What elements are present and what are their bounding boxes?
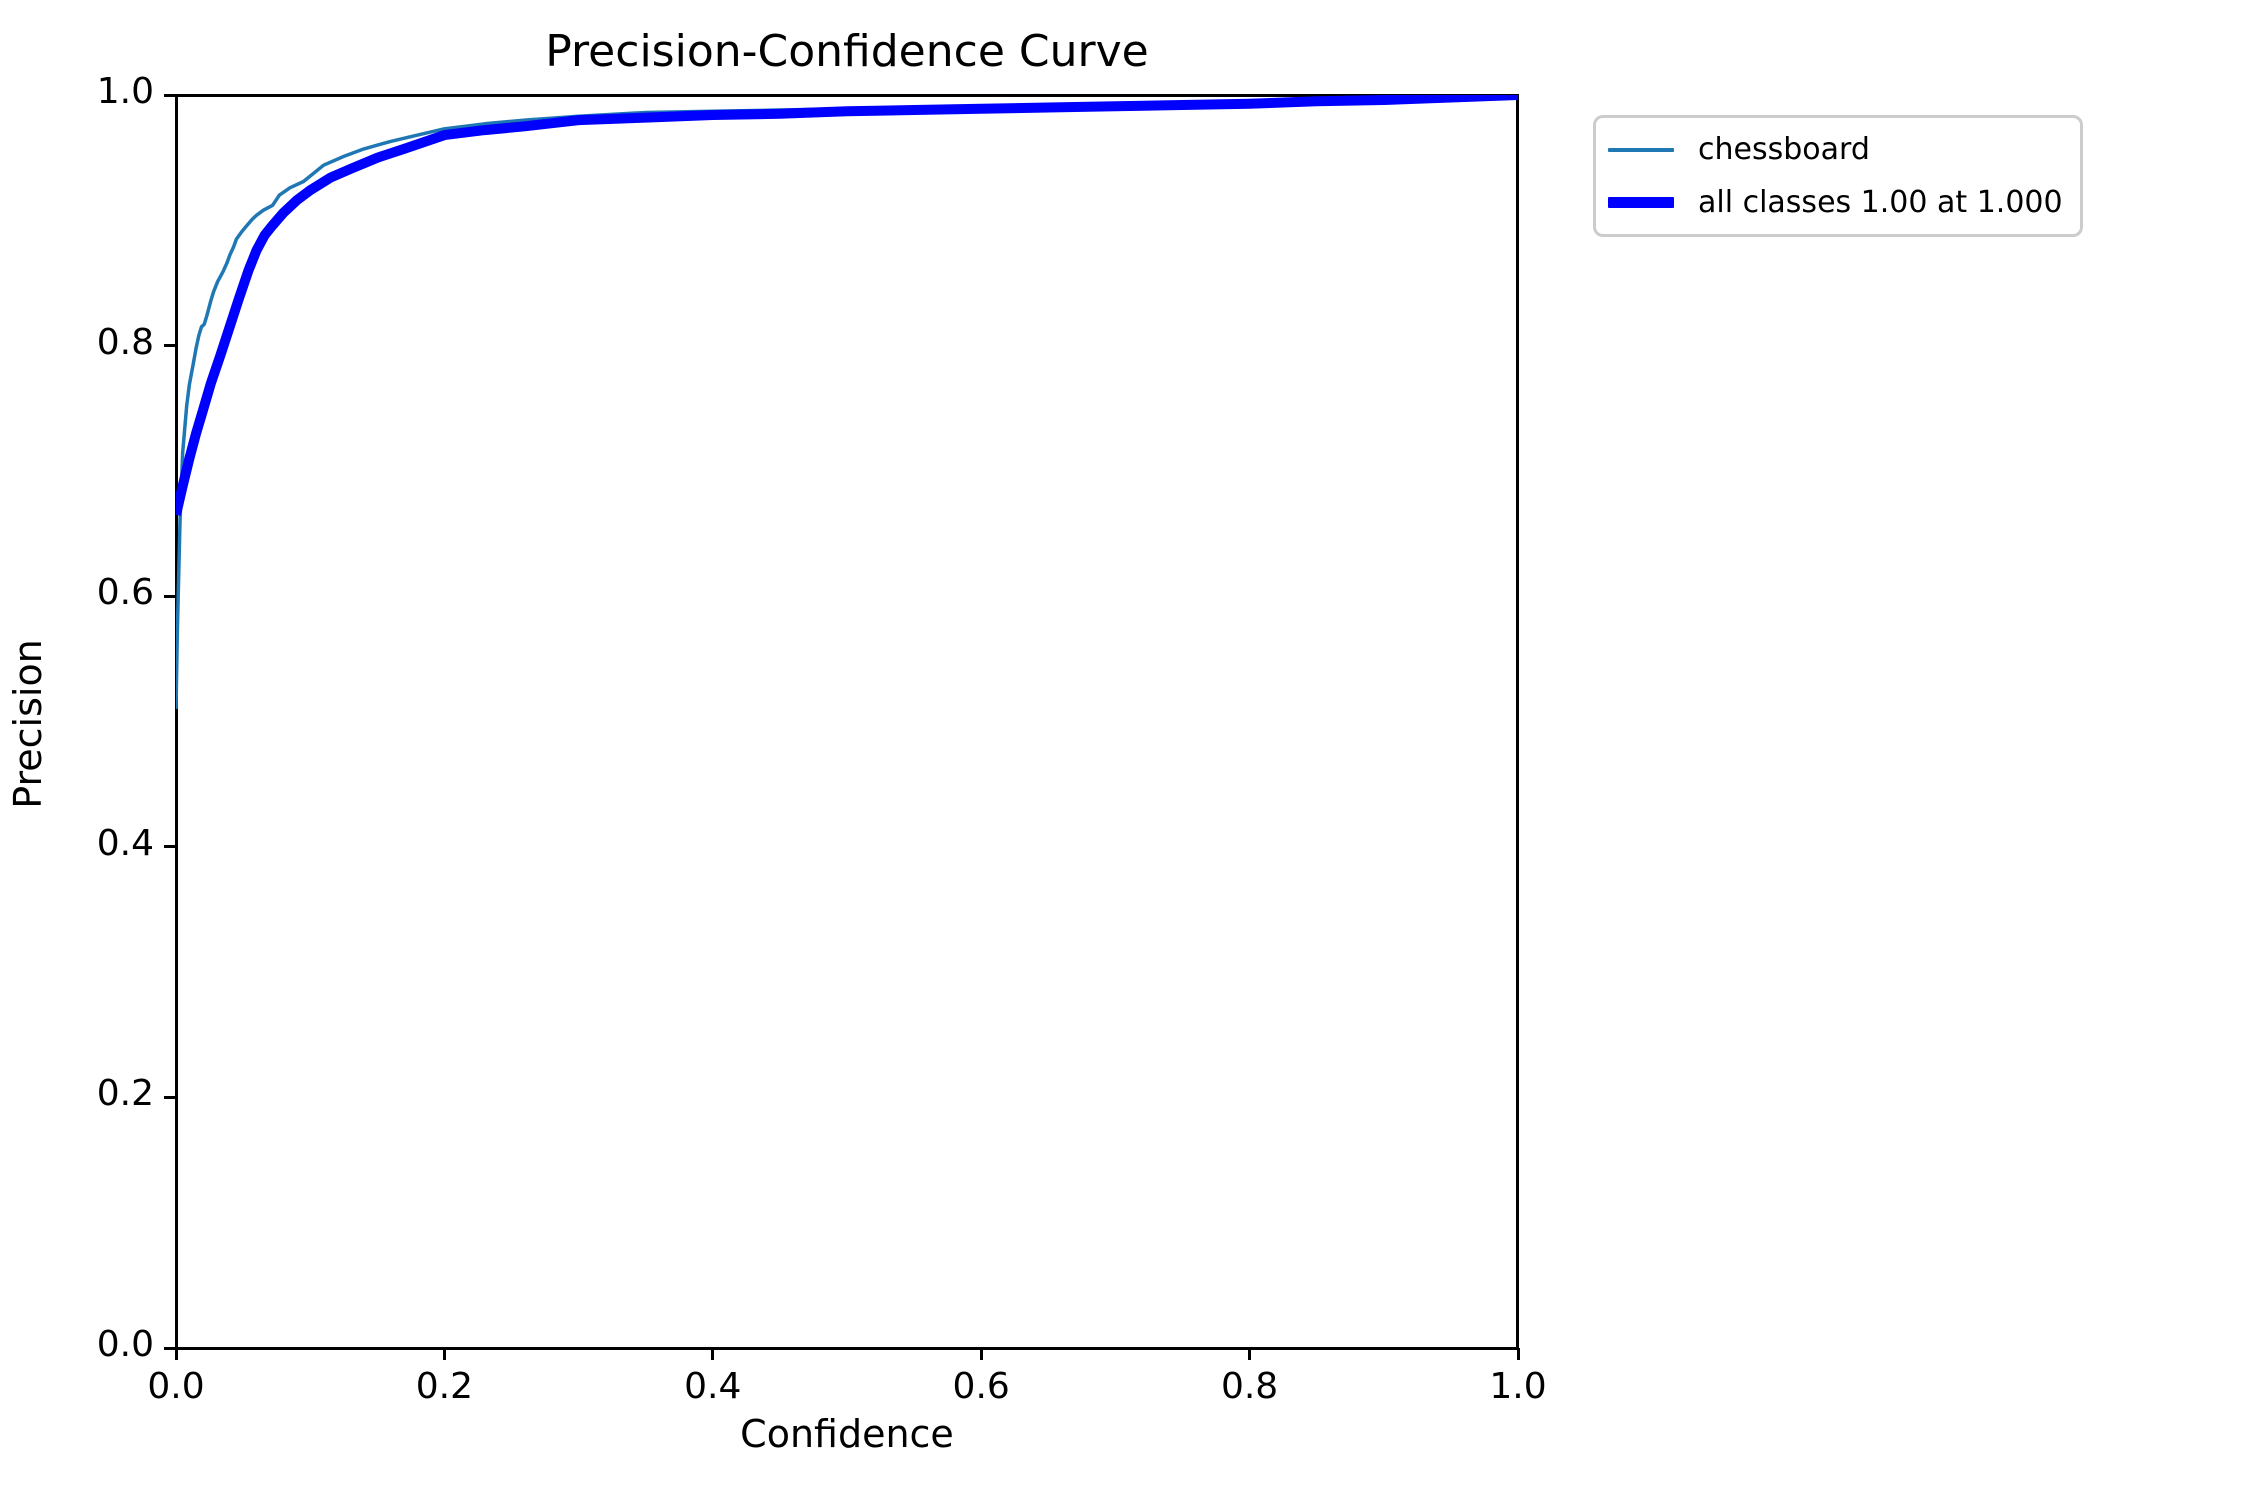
y-tick-label: 1.0 — [96, 71, 154, 112]
x-tick-label: 0.4 — [684, 1366, 742, 1407]
precision-confidence-plot — [176, 95, 1518, 710]
series-line-all-classes-1-00-at-1-000 — [176, 95, 1518, 516]
y-tick-mark — [164, 344, 176, 348]
x-tick-mark — [1248, 1348, 1252, 1360]
y-tick-mark — [164, 1095, 176, 1099]
x-tick-mark — [442, 1348, 446, 1360]
legend-label: chessboard — [1698, 132, 1870, 167]
x-tick-label: 0.0 — [147, 1366, 205, 1407]
x-tick-mark — [174, 1348, 178, 1360]
x-tick-mark — [711, 1348, 715, 1360]
y-tick-label: 0.0 — [96, 1324, 154, 1365]
plot-area — [175, 94, 1519, 1350]
series-line-chessboard — [176, 95, 1518, 710]
y-tick-label: 0.8 — [96, 321, 154, 363]
x-tick-mark — [979, 1348, 983, 1360]
x-tick-label: 0.8 — [1220, 1366, 1279, 1407]
y-tick-label: 0.2 — [96, 1073, 154, 1115]
x-axis-label: Confidence — [740, 1412, 954, 1456]
legend-line-sample-thin — [1608, 147, 1674, 152]
x-tick-label: 0.6 — [952, 1366, 1010, 1407]
y-axis-label: Precision — [6, 639, 50, 809]
y-tick-mark — [164, 93, 176, 97]
y-tick-label: 0.6 — [96, 572, 154, 614]
legend: chessboard all classes 1.00 at 1.000 — [1593, 115, 2083, 237]
chart-title: Precision-Confidence Curve — [545, 26, 1149, 77]
x-tick-mark — [1516, 1348, 1520, 1360]
y-tick-mark — [164, 1346, 176, 1350]
legend-item-chessboard: chessboard — [1608, 123, 2068, 176]
y-tick-mark — [164, 845, 176, 849]
y-tick-mark — [164, 594, 176, 598]
y-tick-label: 0.4 — [96, 822, 154, 864]
x-tick-label: 1.0 — [1489, 1366, 1547, 1407]
legend-item-all-classes: all classes 1.00 at 1.000 — [1608, 176, 2068, 229]
legend-label: all classes 1.00 at 1.000 — [1698, 185, 2063, 220]
x-tick-label: 0.2 — [415, 1366, 474, 1407]
legend-line-sample-thick — [1608, 197, 1674, 208]
